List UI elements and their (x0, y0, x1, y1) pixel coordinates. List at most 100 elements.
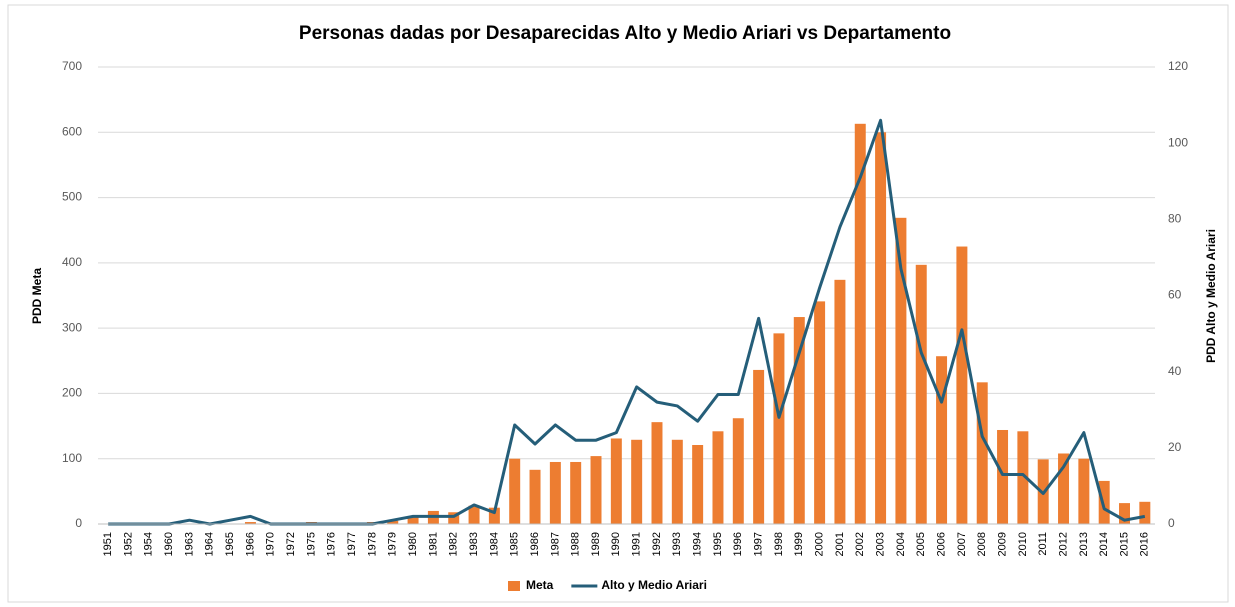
x-tick-label: 2000 (814, 532, 826, 556)
y2-tick-label: 80 (1168, 212, 1182, 226)
x-tick-label: 1966 (244, 532, 256, 556)
bar (610, 438, 622, 524)
x-tick-label: 1995 (712, 532, 724, 556)
y2-axis-title: PDD Alto y Medio Ariari (1204, 229, 1218, 363)
y2-tick-label: 40 (1168, 364, 1182, 378)
x-tick-label: 2014 (1098, 532, 1110, 556)
bar (448, 512, 460, 524)
x-tick-label: 2002 (854, 532, 866, 556)
x-tick-label: 1954 (143, 532, 155, 556)
x-tick-label: 1983 (468, 532, 480, 556)
bar (1098, 480, 1110, 524)
y2-tick-label: 0 (1168, 516, 1175, 530)
x-tick-label: 1952 (122, 532, 134, 556)
chart-title: Personas dadas por Desaparecidas Alto y … (299, 23, 951, 44)
bar (468, 505, 480, 524)
x-tick-label: 2012 (1057, 532, 1069, 556)
x-tick-label: 1998 (773, 532, 785, 556)
x-tick-label: 1999 (793, 532, 805, 556)
x-tick-label: 2006 (935, 532, 947, 556)
bar (773, 333, 785, 524)
x-tick-label: 2010 (1017, 532, 1029, 556)
y-tick-label: 400 (62, 255, 82, 269)
x-tick-label: 1997 (753, 532, 765, 556)
x-tick-label: 1992 (651, 532, 663, 556)
line (108, 118, 1146, 526)
x-tick-label: 1993 (671, 532, 683, 556)
y-tick-label: 200 (62, 386, 82, 400)
y2-tick-label: 100 (1168, 135, 1188, 149)
x-tick-label: 1970 (265, 532, 277, 556)
chart-border (7, 4, 1229, 603)
bar (1017, 431, 1029, 524)
bar (1139, 501, 1151, 524)
legend-label: Meta (526, 578, 554, 592)
x-tick-label: 1972 (285, 532, 297, 556)
y-tick-label: 700 (62, 59, 82, 73)
x-tick-label: 1964 (204, 532, 216, 556)
y2-tick-label: 20 (1168, 440, 1182, 454)
bar (814, 301, 826, 524)
x-tick-label: 1989 (590, 532, 602, 556)
bar (854, 123, 866, 524)
y-axis-title: PDD Meta (30, 268, 44, 324)
bar (549, 461, 561, 524)
x-tick-label: 1951 (102, 532, 114, 556)
bar (936, 356, 948, 524)
bar (1058, 453, 1070, 524)
bar (692, 445, 704, 524)
bar (956, 246, 968, 525)
x-tick-label: 1988 (570, 532, 582, 556)
x-tick-label: 1990 (610, 532, 622, 556)
x-tick-label: 1978 (366, 532, 378, 556)
bar (793, 317, 805, 524)
bar (976, 382, 988, 524)
x-tick-label: 1965 (224, 532, 236, 556)
bar (1119, 503, 1130, 524)
x-tick-label: 2011 (1037, 532, 1049, 556)
x-tick-label: 1984 (488, 532, 500, 556)
y-tick-label: 500 (62, 190, 82, 204)
bar (834, 279, 846, 524)
bar (753, 369, 765, 524)
bar (570, 461, 582, 524)
x-tick-label: 1991 (631, 532, 643, 556)
bar (529, 469, 541, 524)
x-tick-label: 2016 (1139, 532, 1151, 556)
x-tick-label: 1996 (732, 532, 744, 556)
y-tick-label: 600 (62, 124, 82, 138)
x-tick-label: 1977 (346, 532, 358, 556)
x-tick-label: 1981 (427, 532, 439, 556)
bar (875, 132, 887, 525)
bar (895, 217, 907, 524)
x-tick-label: 1982 (448, 532, 460, 556)
y-tick-label: 300 (62, 320, 82, 334)
bar (488, 507, 500, 524)
x-tick-label: 1975 (305, 532, 317, 556)
x-tick-label: 1987 (549, 532, 561, 556)
x-tick-label: 1994 (692, 532, 704, 556)
y-tick-label: 100 (62, 451, 82, 465)
bar (1078, 458, 1090, 524)
x-tick-label: 2001 (834, 532, 846, 556)
bar (732, 418, 744, 524)
x-tick-label: 2007 (956, 532, 968, 556)
bar (651, 422, 663, 524)
y2-tick-label: 60 (1168, 288, 1182, 302)
bar (387, 520, 399, 524)
bar (671, 439, 683, 524)
legend-label: Alto y Medio Ariari (601, 578, 707, 592)
y-tick-label: 0 (75, 516, 82, 530)
x-tick-label: 2005 (915, 532, 927, 556)
x-tick-label: 2013 (1078, 532, 1090, 556)
bar (997, 429, 1009, 524)
x-tick-label: 1963 (183, 532, 195, 556)
x-tick-label: 1980 (407, 532, 419, 556)
x-tick-label: 2008 (976, 532, 988, 556)
x-tick-label: 2015 (1118, 532, 1130, 556)
x-tick-label: 1960 (163, 532, 175, 556)
x-tick-label: 1985 (509, 532, 521, 556)
bar (509, 458, 521, 524)
x-tick-label: 2009 (996, 532, 1008, 556)
y2-tick-label: 120 (1168, 59, 1188, 73)
